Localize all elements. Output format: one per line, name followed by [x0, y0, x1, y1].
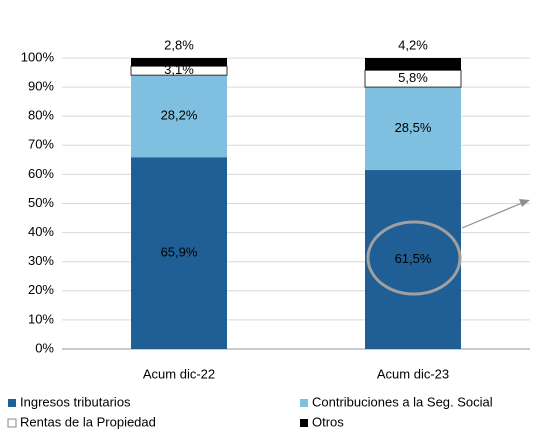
bar-segment: [365, 170, 461, 349]
bar-segment: [365, 87, 461, 171]
data-label: 61,5%: [395, 251, 432, 266]
bar-segment: [131, 75, 227, 158]
y-tick-label: 10%: [28, 311, 54, 326]
data-label: 65,9%: [161, 245, 198, 260]
y-tick-label: 60%: [28, 166, 54, 181]
y-tick-label: 100%: [21, 49, 55, 64]
bar-segment: [131, 58, 227, 67]
y-tick-label: 50%: [28, 195, 54, 210]
x-tick-label: Acum dic-22: [143, 366, 215, 381]
legend-swatch: [300, 399, 308, 407]
y-tick-label: 80%: [28, 108, 54, 123]
data-label: 2,8%: [164, 37, 194, 52]
legend-label: Rentas de la Propiedad: [20, 414, 156, 429]
legend-label: Otros: [312, 414, 344, 429]
x-tick-label: Acum dic-23: [377, 366, 449, 381]
highlight-circle: [366, 220, 462, 296]
y-tick-label: 20%: [28, 282, 54, 297]
data-label: 28,2%: [161, 108, 198, 123]
data-label: 28,5%: [395, 120, 432, 135]
legend-swatch: [8, 399, 16, 407]
y-tick-label: 90%: [28, 79, 54, 94]
arrow-head: [519, 199, 530, 207]
legend-swatch: [7, 418, 17, 428]
legend-label: Ingresos tributarios: [20, 394, 131, 409]
bar-segment: [131, 157, 227, 349]
bar-segment: [365, 58, 461, 71]
arrow: [461, 202, 523, 229]
y-tick-label: 0%: [35, 340, 54, 355]
data-label: 5,8%: [398, 70, 428, 85]
y-tick-label: 70%: [28, 137, 54, 152]
legend-swatch: [300, 419, 308, 427]
data-label: 4,2%: [398, 37, 428, 52]
legend-label: Contribuciones a la Seg. Social: [312, 394, 493, 409]
y-tick-label: 30%: [28, 253, 54, 268]
y-tick-label: 40%: [28, 224, 54, 239]
